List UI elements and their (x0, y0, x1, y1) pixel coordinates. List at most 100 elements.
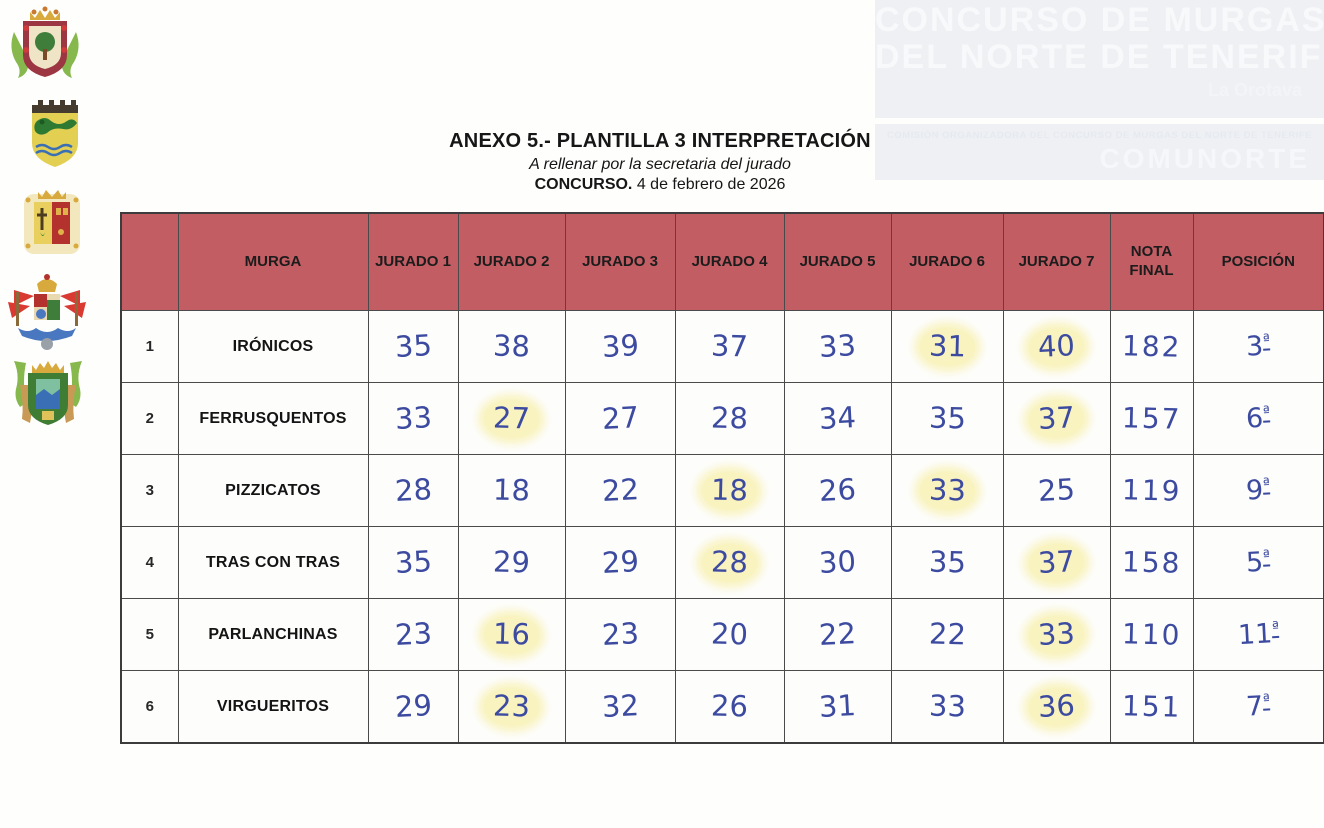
position-cell: 6ª (1192, 382, 1324, 455)
position-cell: 7ª (1192, 670, 1324, 744)
handwritten-position: 9ª (1245, 474, 1271, 507)
score-cell: 26 (783, 454, 892, 527)
handwritten-score: 31 (919, 326, 975, 367)
position-cell: 5ª (1192, 526, 1324, 599)
header-jurado-4: JURADO 4 (674, 212, 785, 311)
score-table: MURGA JURADO 1 JURADO 2 JURADO 3 JURADO … (120, 212, 1324, 744)
murga-name: PIZZICATOS (177, 454, 369, 527)
nota-final-cell: 110 (1109, 598, 1194, 671)
score-cell: 20 (674, 598, 785, 671)
header-jurado-3: JURADO 3 (564, 212, 676, 311)
score-cell: 33 (890, 454, 1004, 527)
nota-final-cell: 119 (1109, 454, 1194, 527)
handwritten-score: 16 (483, 614, 540, 655)
handwritten-score: 28 (710, 400, 749, 436)
handwritten-nota-final: 151 (1121, 688, 1182, 724)
handwritten-nota-final: 157 (1121, 400, 1182, 436)
handwritten-score: 40 (1028, 326, 1085, 367)
murga-name: FERRUSQUENTOS (177, 382, 369, 455)
handwritten-score: 31 (818, 688, 857, 724)
row-number: 6 (120, 670, 179, 744)
murga-name: PARLANCHINAS (177, 598, 369, 671)
handwritten-score: 33 (393, 400, 433, 436)
handwritten-score: 33 (1028, 614, 1085, 655)
score-cell: 22 (783, 598, 892, 671)
municipal-coat-of-arms-3-icon (20, 186, 84, 265)
score-cell: 32 (564, 670, 676, 744)
score-cell: 33 (367, 382, 459, 455)
handwritten-score: 34 (818, 400, 857, 436)
score-cell: 37 (1002, 526, 1111, 599)
handwritten-nota-final: 182 (1121, 328, 1182, 364)
handwritten-score: 20 (710, 616, 749, 652)
handwritten-score: 35 (928, 544, 966, 580)
handwritten-score: 30 (818, 544, 857, 580)
table-row: 6 VIRGUERITOS 29 23 32 26 31 33 36 151 7… (120, 670, 1324, 744)
score-cell: 33 (1002, 598, 1111, 671)
score-cell: 31 (890, 310, 1004, 383)
score-cell: 28 (367, 454, 459, 527)
score-cell: 37 (674, 310, 785, 383)
handwritten-position: 5ª (1245, 546, 1271, 579)
row-number: 5 (120, 598, 179, 671)
score-cell: 38 (457, 310, 566, 383)
header-jurado-1: JURADO 1 (367, 212, 459, 311)
handwritten-score: 18 (492, 472, 531, 508)
score-cell: 16 (457, 598, 566, 671)
handwritten-nota-final: 119 (1121, 472, 1182, 508)
murga-name: TRAS CON TRAS (177, 526, 369, 599)
handwritten-score: 37 (1028, 542, 1085, 583)
event-date: 4 de febrero de 2026 (632, 176, 786, 193)
handwritten-score: 29 (393, 688, 433, 724)
page-subtitle: A rellenar por la secretaria del jurado (529, 156, 791, 173)
score-cell: 34 (783, 382, 892, 455)
handwritten-score: 29 (600, 544, 640, 580)
handwritten-score: 23 (393, 616, 433, 652)
handwritten-score: 27 (600, 400, 640, 436)
event-date-line: CONCURSO. 4 de febrero de 2026 (390, 176, 930, 194)
handwritten-score: 23 (600, 616, 640, 652)
nota-final-cell: 157 (1109, 382, 1194, 455)
table-row: 3 PIZZICATOS 28 18 22 18 26 33 25 119 9ª (120, 454, 1324, 527)
score-cell: 29 (457, 526, 566, 599)
municipal-coat-of-arms-1-icon (8, 4, 82, 91)
handwritten-score: 35 (393, 544, 433, 580)
handwritten-score: 32 (600, 688, 640, 724)
watermark-panel-lower: COMISIÓN ORGANIZADORA DEL CONCURSO DE MU… (875, 124, 1324, 180)
score-cell: 37 (1002, 382, 1111, 455)
handwritten-nota-final: 158 (1121, 544, 1182, 580)
header-jurado-5: JURADO 5 (783, 212, 892, 311)
handwritten-score: 26 (818, 472, 857, 508)
header-nota-final: NOTA FINAL (1109, 212, 1194, 311)
score-cell: 22 (564, 454, 676, 527)
watermark-small-line: COMISIÓN ORGANIZADORA DEL CONCURSO DE MU… (887, 130, 1312, 141)
header-murga: MURGA (177, 212, 369, 311)
score-cell: 22 (890, 598, 1004, 671)
watermark-panel-upper: CONCURSO DE MURGAS DEL NORTE DE TENERIFE… (875, 0, 1324, 118)
watermark-title-line2: DEL NORTE DE TENERIFE (875, 38, 1324, 76)
score-cell: 28 (674, 526, 785, 599)
score-cell: 18 (674, 454, 785, 527)
handwritten-score: 22 (928, 616, 966, 652)
handwritten-position: 3ª (1245, 330, 1271, 363)
event-label: CONCURSO. (534, 176, 633, 193)
handwritten-score: 38 (492, 328, 531, 364)
header-corner-cell (120, 212, 179, 311)
municipal-coat-of-arms-4-icon (4, 272, 90, 359)
handwritten-score: 29 (492, 544, 531, 580)
murga-name: IRÓNICOS (177, 310, 369, 383)
score-cell: 40 (1002, 310, 1111, 383)
watermark-location: La Orotava (1207, 80, 1302, 100)
handwritten-score: 39 (600, 328, 640, 364)
score-cell: 33 (890, 670, 1004, 744)
handwritten-score: 27 (483, 398, 540, 439)
header-jurado-7: JURADO 7 (1002, 212, 1111, 311)
handwritten-position: 11ª (1236, 617, 1280, 652)
score-cell: 26 (674, 670, 785, 744)
score-cell: 29 (367, 670, 459, 744)
score-cell: 28 (674, 382, 785, 455)
watermark-title-line1: CONCURSO DE MURGAS (875, 1, 1324, 39)
score-cell: 29 (564, 526, 676, 599)
table-row: 2 FERRUSQUENTOS 33 27 27 28 34 35 37 157… (120, 382, 1324, 455)
